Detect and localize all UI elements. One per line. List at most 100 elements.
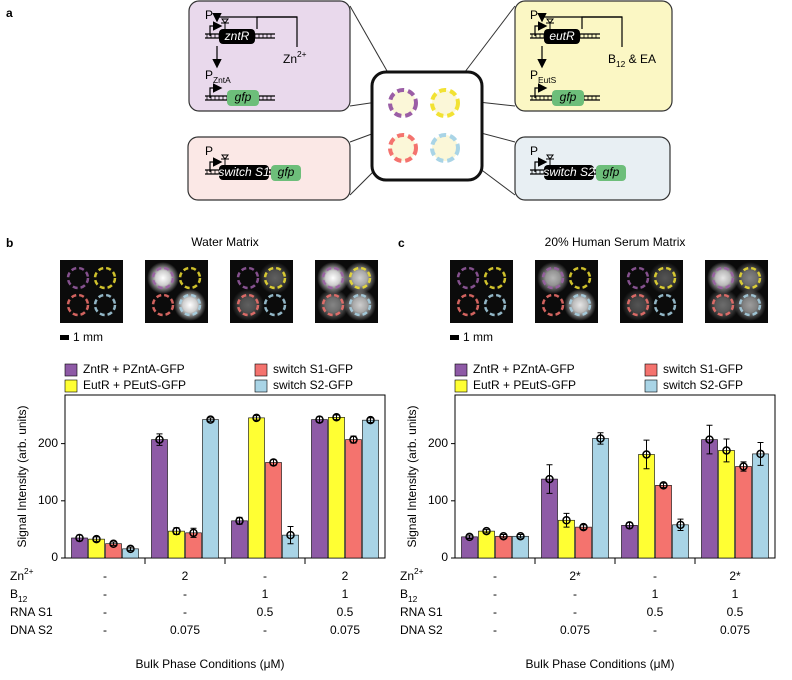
y-tick-label: 0 bbox=[441, 550, 448, 564]
condition-value: 0.5 bbox=[647, 605, 664, 619]
micrograph-spot bbox=[178, 293, 202, 317]
data-point bbox=[172, 526, 181, 536]
label-part: Zn bbox=[283, 52, 297, 66]
condition-value: 1 bbox=[262, 587, 269, 601]
micrograph-spot bbox=[711, 266, 735, 290]
label-part: DNA S2 bbox=[400, 623, 443, 637]
condition-value: 0.5 bbox=[727, 605, 744, 619]
condition-label: RNA S1 bbox=[10, 605, 53, 619]
label-part: 2+ bbox=[414, 566, 424, 576]
promoter-arrow bbox=[534, 83, 548, 98]
condition-label: B12 bbox=[10, 587, 28, 604]
bar bbox=[621, 525, 638, 559]
condition-value: 1 bbox=[732, 587, 739, 601]
condition-label: Zn2+ bbox=[10, 566, 34, 583]
micrograph-glow bbox=[344, 262, 376, 294]
micrograph-spot bbox=[738, 266, 762, 290]
label-part: P bbox=[530, 68, 538, 82]
condition-value: - bbox=[493, 605, 497, 619]
reporter-label: gfp bbox=[235, 90, 252, 104]
micrograph-spot bbox=[483, 266, 507, 290]
bar bbox=[248, 417, 265, 559]
label-part: 12 bbox=[408, 594, 418, 604]
scale-bar-label: 1 mm bbox=[73, 330, 103, 344]
micrograph-spot bbox=[568, 293, 592, 317]
bar bbox=[151, 439, 168, 559]
bar bbox=[328, 417, 345, 559]
error-bar bbox=[500, 534, 507, 539]
legend-swatch bbox=[254, 379, 268, 393]
legend-label: switch S2-GFP bbox=[273, 378, 353, 392]
legend-swatch bbox=[454, 379, 468, 393]
condition-value: - bbox=[493, 587, 497, 601]
legend-label: switch S2-GFP bbox=[663, 378, 743, 392]
data-point bbox=[109, 539, 118, 548]
bar bbox=[345, 439, 362, 559]
condition-value: - bbox=[103, 605, 107, 619]
legend-label: EutR + PEutS-GFP bbox=[473, 378, 576, 392]
legend-swatch bbox=[64, 363, 78, 377]
error-bar bbox=[757, 441, 764, 466]
data-point bbox=[92, 534, 101, 544]
data-point bbox=[545, 474, 554, 484]
data-point bbox=[642, 450, 651, 459]
feedback-arrow bbox=[537, 12, 622, 23]
reporter-label: gfp bbox=[603, 165, 620, 179]
data-point bbox=[562, 516, 571, 525]
condition-value: 0.075 bbox=[170, 623, 200, 637]
condition-value: - bbox=[263, 569, 267, 583]
promoter-arrow bbox=[209, 83, 223, 98]
micrograph-spot bbox=[236, 293, 260, 317]
x-axis-label: Bulk Phase Conditions (μM) bbox=[136, 657, 285, 671]
data-point bbox=[75, 533, 84, 543]
label-part: EutS bbox=[538, 75, 557, 85]
y-tick-label: 100 bbox=[38, 493, 58, 507]
label-part: B bbox=[10, 587, 18, 601]
reporter-label: gfp bbox=[560, 90, 577, 104]
micrograph-glow bbox=[147, 262, 179, 294]
bar bbox=[655, 485, 672, 559]
chart-title: Water Matrix bbox=[191, 235, 259, 249]
y-axis-label: Signal Intensity (arb. units) bbox=[15, 405, 29, 547]
data-point bbox=[155, 435, 164, 444]
panel-label: a bbox=[6, 6, 13, 20]
micrograph-glow bbox=[317, 289, 349, 321]
micrograph-glow bbox=[174, 289, 206, 321]
condition-value: 2 bbox=[342, 569, 349, 583]
micrograph-glow bbox=[232, 289, 264, 321]
promoter-label: P bbox=[530, 8, 538, 22]
data-point bbox=[579, 522, 588, 532]
condition-value: - bbox=[103, 587, 107, 601]
gene bbox=[219, 29, 255, 44]
data-point bbox=[705, 435, 714, 444]
legend-swatch bbox=[454, 363, 468, 377]
micrograph-spot bbox=[626, 293, 650, 317]
module-box bbox=[187, 136, 351, 201]
data-point bbox=[756, 449, 765, 459]
micrograph-glow bbox=[564, 289, 596, 321]
device bbox=[370, 70, 484, 182]
bar bbox=[592, 438, 609, 559]
micrograph-spot bbox=[348, 266, 372, 290]
data-point bbox=[332, 413, 341, 422]
micrograph-spot bbox=[66, 266, 90, 290]
condition-label: B12 bbox=[400, 587, 418, 604]
error-bar bbox=[643, 439, 650, 470]
reporter-label: gfp bbox=[278, 165, 295, 179]
condition-value: 0.075 bbox=[720, 623, 750, 637]
gene bbox=[544, 29, 580, 44]
data-point bbox=[126, 544, 135, 554]
promoter-label: PZntA bbox=[205, 68, 231, 85]
promoter-arrow bbox=[209, 157, 223, 172]
label-part: B bbox=[400, 587, 408, 601]
y-tick-label: 200 bbox=[38, 436, 58, 450]
condition-value: - bbox=[263, 623, 267, 637]
scale-bar bbox=[60, 335, 69, 340]
micrograph-glow bbox=[734, 289, 766, 321]
data-point bbox=[722, 446, 731, 455]
label-part: P bbox=[205, 144, 213, 158]
bar bbox=[701, 439, 718, 559]
error-bar bbox=[517, 534, 524, 539]
condition-label: DNA S2 bbox=[400, 623, 443, 637]
reporter bbox=[552, 90, 584, 106]
